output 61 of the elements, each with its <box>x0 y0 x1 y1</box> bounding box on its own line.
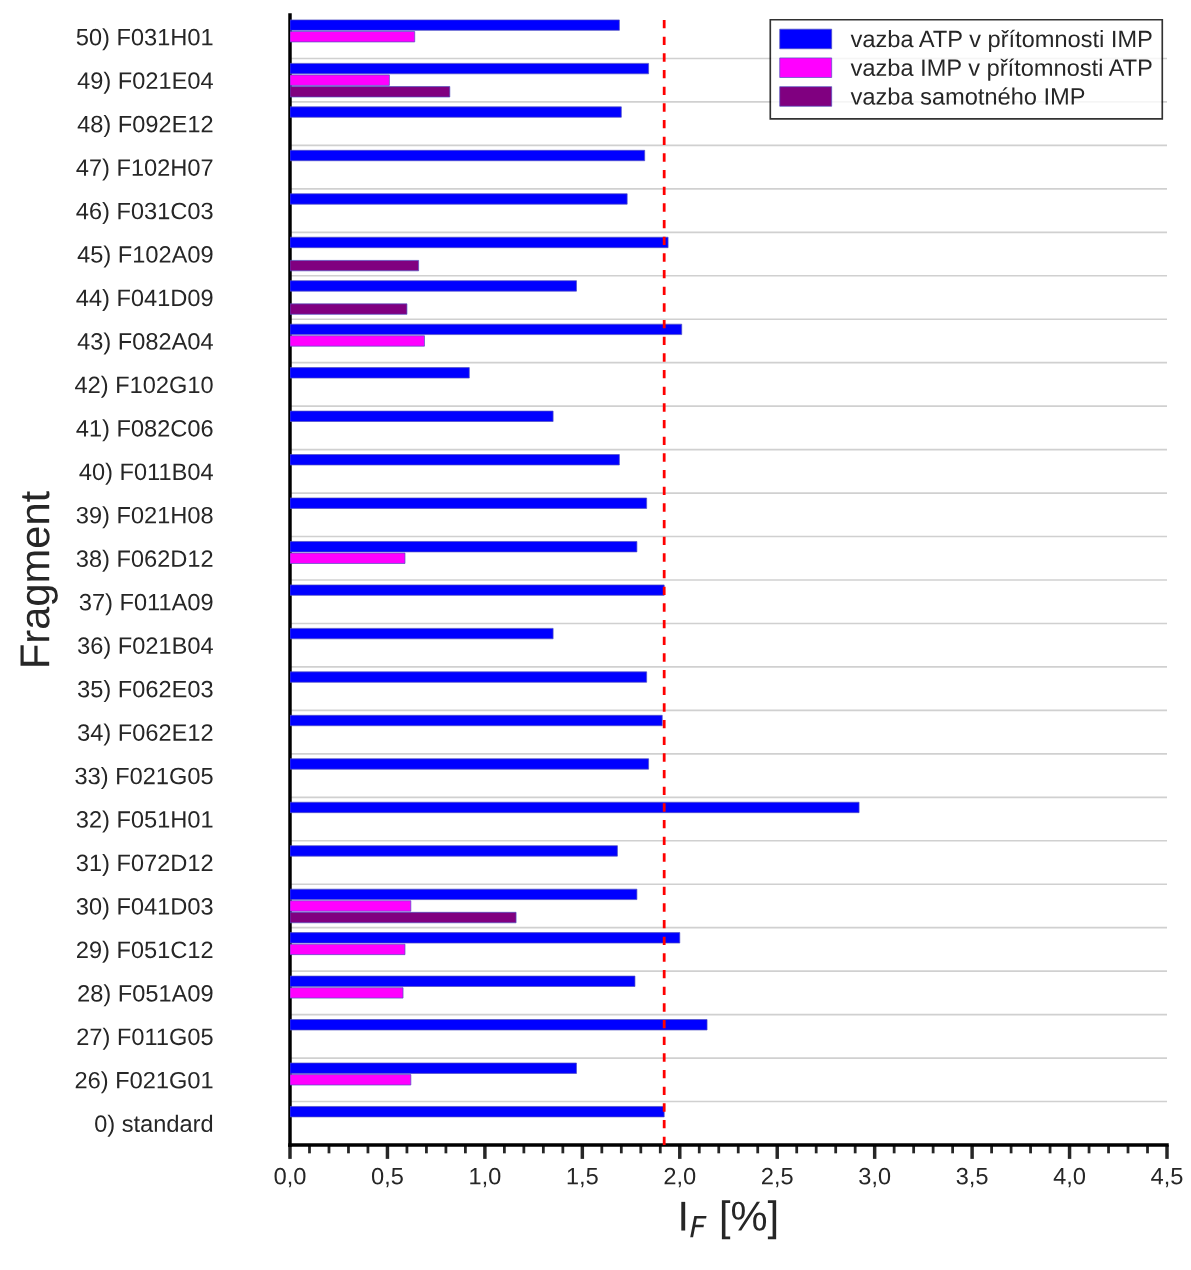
y-tick-label: 32) F051H01 <box>76 810 213 833</box>
y-tick-label: 36) F021B04 <box>78 636 213 659</box>
y-tick-label: 46) F031C03 <box>76 202 213 225</box>
bar <box>290 260 419 272</box>
legend-label: vazba IMP v přítomnosti ATP <box>850 58 1152 81</box>
bar <box>290 801 860 814</box>
y-tick-label: 35) F062E03 <box>78 680 213 703</box>
y-tick-label: 47) F102H07 <box>76 158 213 181</box>
y-tick-label: 31) F072D12 <box>76 853 213 876</box>
y-tick-label: 34) F062E12 <box>78 723 213 746</box>
bar <box>290 584 665 596</box>
y-tick-label: 42) F102G10 <box>75 375 213 398</box>
x-tick-label: 0,5 <box>371 1167 403 1188</box>
x-axis-title: I$_{F}$ [%] <box>681 1200 777 1240</box>
legend-label: vazba samotného IMP <box>850 87 1085 105</box>
x-tick-label: 2,5 <box>762 1167 793 1188</box>
bar <box>290 149 646 162</box>
bar <box>290 1019 708 1031</box>
bar <box>290 454 620 466</box>
x-tick-label: 3,0 <box>859 1167 891 1188</box>
bar <box>290 497 647 509</box>
x-tick-label: 2,0 <box>664 1167 696 1188</box>
bar <box>290 367 470 379</box>
y-tick-label: 30) F041D03 <box>76 897 213 920</box>
x-tick-label: 1,0 <box>470 1167 501 1188</box>
bar <box>290 1106 665 1118</box>
x-tick-label: 0,0 <box>274 1167 306 1188</box>
y-tick-label: 29) F051C12 <box>77 940 213 963</box>
y-tick-label: 0) standard <box>95 1114 213 1137</box>
y-tick-label: 41) F082C06 <box>76 419 213 442</box>
y-tick-label: 26) F021G01 <box>75 1071 213 1094</box>
y-tick-label: 27) F011G05 <box>77 1027 213 1050</box>
x-tick-label: 1,5 <box>567 1168 598 1188</box>
bar <box>290 671 647 683</box>
y-tick-label: 38) F062D12 <box>76 549 213 572</box>
y-tick-label: 37) F011A09 <box>79 593 213 616</box>
y-tick-label: 44) F041D09 <box>76 288 213 311</box>
y-tick-label: 48) F092E12 <box>77 115 213 138</box>
bar <box>290 628 554 640</box>
bar <box>290 193 628 205</box>
y-tick-label: 50) F031H01 <box>76 28 213 51</box>
x-tick-label: 4,0 <box>1053 1167 1086 1188</box>
legend-label: vazba ATP v přítomnosti IMP <box>850 29 1152 53</box>
bar <box>290 106 622 118</box>
y-tick-label: 28) F051A09 <box>78 984 213 1007</box>
bar <box>290 410 554 422</box>
bar <box>290 280 577 292</box>
bar <box>290 845 618 857</box>
bar <box>290 236 669 249</box>
bar <box>290 758 649 770</box>
y-axis-title: Fragment <box>20 491 58 666</box>
bar <box>290 714 663 727</box>
x-tick-label: 4,5 <box>1151 1168 1183 1188</box>
y-tick-label: 45) F102A09 <box>77 245 213 268</box>
x-tick-label: 3,5 <box>956 1167 988 1188</box>
bar <box>290 303 408 315</box>
y-tick-label: 33) F021G05 <box>75 767 213 790</box>
y-tick-label: 49) F021E04 <box>77 71 213 94</box>
y-tick-label: 39) F021H08 <box>76 506 213 529</box>
y-tick-label: 43) F082A04 <box>77 332 213 355</box>
y-tick-label: 40) F011B04 <box>79 462 213 485</box>
